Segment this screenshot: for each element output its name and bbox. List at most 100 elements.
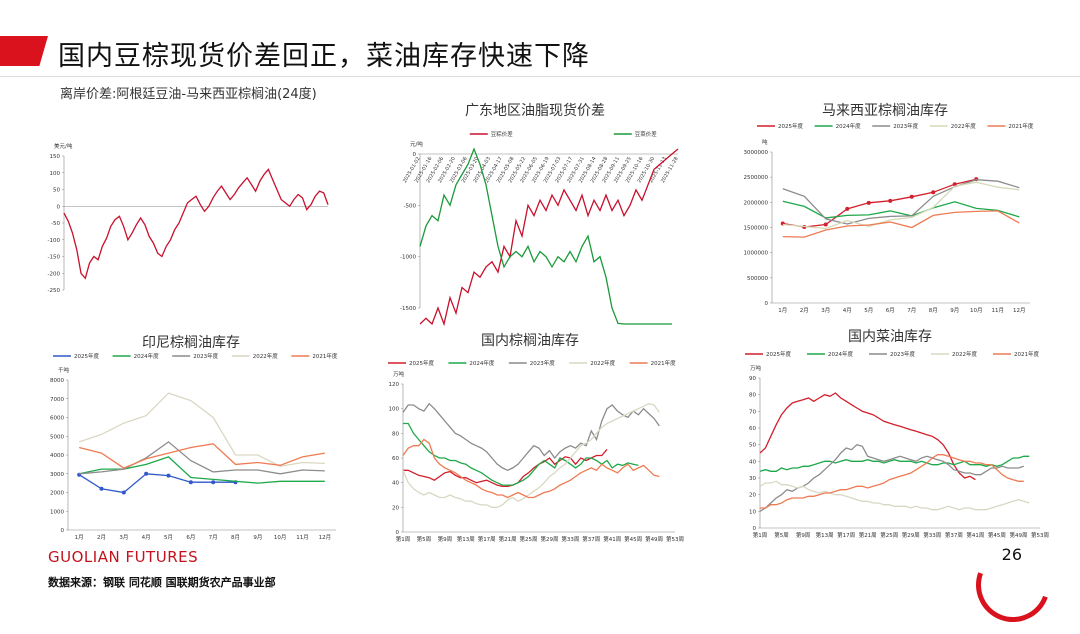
x-tick-label: 第21周 <box>499 535 517 543</box>
y-axis-label: 美元/吨 <box>54 142 73 150</box>
series-line-4 <box>760 454 1024 509</box>
legend-label: 2023年度 <box>893 122 918 130</box>
x-tick-label: 5月 <box>164 534 173 541</box>
x-tick-label: 第5周 <box>774 531 789 539</box>
y-tick-label: 40 <box>749 459 756 465</box>
chart-title-indonesia: 印尼棕榈油库存 <box>142 335 240 351</box>
y-tick-label: 120 <box>389 382 400 388</box>
series-line-4 <box>402 438 660 499</box>
y-tick-label: 60 <box>749 426 756 432</box>
x-tick-label: 第13周 <box>816 531 834 539</box>
y-tick-label: -1000 <box>400 255 416 261</box>
series-line-1 <box>403 422 639 486</box>
series-line-0 <box>403 448 608 488</box>
x-tick-label: 5月 <box>864 307 873 314</box>
series-line-4 <box>79 443 325 469</box>
y-tick-label: 6000 <box>50 416 64 422</box>
y-tick-label: 0 <box>61 528 65 534</box>
x-tick-label: 6月 <box>886 307 895 314</box>
x-tick-label: 6月 <box>186 534 195 541</box>
x-tick-label: 第25周 <box>880 531 898 539</box>
y-tick-label: 1000000 <box>744 251 769 257</box>
series-line-1 <box>782 200 1020 219</box>
series-line-0 <box>78 473 236 494</box>
y-tick-label: 500000 <box>747 276 768 282</box>
y-axis-label: 万吨 <box>393 370 405 378</box>
data-point <box>99 486 104 491</box>
y-tick-label: 2000000 <box>744 200 769 206</box>
y-tick-label: 0 <box>396 530 400 536</box>
series-line-0 <box>782 178 977 228</box>
x-tick-label: 第17周 <box>478 535 496 543</box>
y-tick-label: 7000 <box>50 397 64 403</box>
y-tick-label: 2500000 <box>744 175 769 181</box>
x-tick-label: 11月 <box>296 534 309 541</box>
y-tick-label: 1000 <box>50 509 64 515</box>
y-tick-label: 10 <box>749 509 756 515</box>
data-point <box>823 222 828 227</box>
x-tick-label: 第37周 <box>582 535 600 543</box>
y-tick-label: 100 <box>389 407 400 413</box>
y-tick-label: 3000 <box>50 472 64 478</box>
y-tick-label: 1500000 <box>744 226 769 232</box>
x-tick-label: 7月 <box>907 307 916 314</box>
legend-label: 2022年度 <box>590 359 615 367</box>
y-tick-label: 0 <box>753 526 757 532</box>
x-tick-label: 第33周 <box>561 535 579 543</box>
chart-svg-malaysia: 3000000 2500000 2000000 1500000 1000000 50000… <box>744 122 1034 314</box>
x-tick-label: 第17周 <box>837 531 855 539</box>
y-tick-label: 80 <box>392 431 399 437</box>
x-tick-label: 第49周 <box>645 535 663 543</box>
x-tick-label: 7月 <box>209 534 218 541</box>
y-axis-label: 吨 <box>762 138 768 146</box>
legend-label: 豆粽价差 <box>491 130 514 138</box>
y-tick-label: 40 <box>392 481 399 487</box>
x-tick-label: 第21周 <box>859 531 877 539</box>
legend-label: 2023年度 <box>530 359 555 367</box>
x-tick-label: 第41周 <box>603 535 621 543</box>
data-source-note: 数据来源：钢联 同花顺 国联期货农产品事业部 <box>48 576 276 589</box>
x-tick-label: 第9周 <box>796 531 811 539</box>
legend-label: 2021年度 <box>1008 122 1033 130</box>
data-point <box>952 182 957 187</box>
x-tick-label: 第53周 <box>1031 531 1049 539</box>
legend-label: 2025年度 <box>766 350 791 358</box>
data-point <box>188 480 193 485</box>
chart-svg-guangdong: 0-500-1000-1500元/吨2025-01-022025-01-1620… <box>400 130 680 326</box>
x-tick-label: 1月 <box>75 534 84 541</box>
y-tick-label: 50 <box>53 188 60 194</box>
legend-label: 2024年度 <box>134 352 159 360</box>
chart-cn-rapeseed: 90 80 70 60 50 40 30 20 10 0 万吨 第1周 第5周 第9周 第13周 第17周 第2… <box>730 322 1050 544</box>
y-tick-label: -200 <box>48 271 61 277</box>
x-tick-label: 12月 <box>319 534 332 541</box>
y-tick-label: 0 <box>413 152 417 158</box>
y-tick-label: 4000 <box>50 453 64 459</box>
y-tick-label: 2000 <box>50 491 64 497</box>
x-tick-label: 3月 <box>119 534 128 541</box>
y-tick-label: 5000 <box>50 434 64 440</box>
legend-label: 2021年度 <box>1014 350 1039 358</box>
y-axis-label: 元/吨 <box>410 140 423 148</box>
x-tick-label: 第45周 <box>988 531 1006 539</box>
legend-label: 2025年度 <box>409 359 434 367</box>
title-divider <box>0 76 1080 77</box>
page-number: 26 <box>1001 545 1022 564</box>
chart-indonesia: 8000 7000 6000 5000 4000 3000 2000 1000 0 千吨 1月 2月 3… <box>36 328 346 548</box>
y-axis-label: 千吨 <box>58 366 70 374</box>
x-tick-label: 1月 <box>778 307 787 314</box>
series-line-1 <box>419 147 672 325</box>
y-tick-label: 30 <box>749 476 756 482</box>
legend-label: 2023年度 <box>193 352 218 360</box>
y-tick-label: -100 <box>48 238 61 244</box>
data-point <box>121 490 126 495</box>
x-tick-label: 第29周 <box>902 531 920 539</box>
x-tick-label: 12月 <box>1013 307 1026 314</box>
chart-title-cn-rapeseed: 国内菜油库存 <box>848 329 932 345</box>
series-line-3 <box>78 392 325 467</box>
x-tick-label: 8月 <box>231 534 240 541</box>
series-line-2 <box>402 402 660 472</box>
series-line-0 <box>63 168 329 280</box>
legend-label: 2022年度 <box>952 350 977 358</box>
chart-svg-spread: 150 100 50 0 -50 -100 -150 -200 -250 美元/吨 <box>48 142 329 294</box>
series-line-0 <box>759 392 976 481</box>
